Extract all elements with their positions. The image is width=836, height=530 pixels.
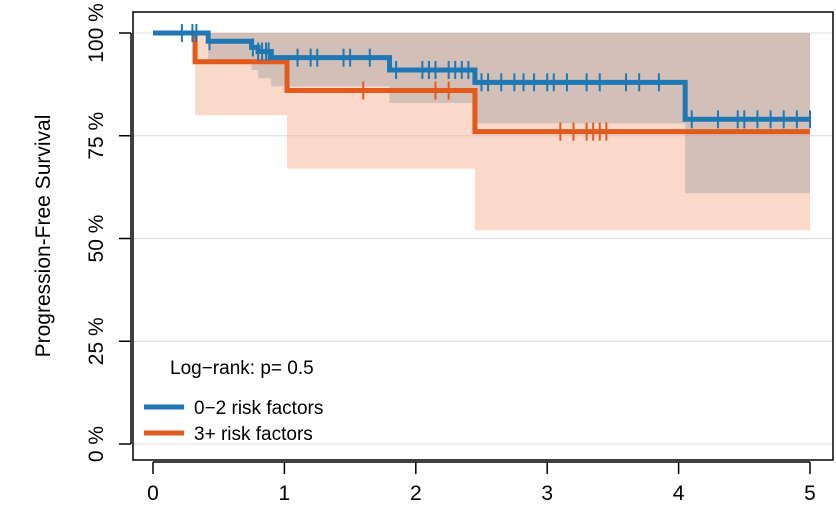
legend-label-series-1: 0−2 risk factors	[194, 398, 323, 419]
legend: 0−2 risk factors 3+ risk factors	[144, 398, 323, 445]
y-tick-label-3: 75 %	[85, 112, 108, 160]
log-rank-annotation: Log−rank: p= 0.5	[170, 358, 314, 379]
survival-line-series-2	[153, 30, 810, 135]
censor-marks	[180, 24, 811, 141]
survival-line-series-1	[153, 30, 810, 122]
x-tick-label-3: 3	[541, 482, 553, 505]
x-tick-label-4: 4	[673, 482, 685, 505]
x-tick-label-1: 1	[279, 482, 291, 505]
y-axis-title: Progression-Free Survival	[32, 115, 55, 358]
legend-label-series-2: 3+ risk factors	[194, 424, 313, 445]
y-tick-label-1: 25 %	[85, 317, 108, 365]
survival-curves	[153, 30, 810, 135]
x-tick-label-2: 2	[410, 482, 422, 505]
grid-lines	[133, 32, 833, 445]
plot-frame	[132, 11, 834, 461]
y-tick-label-2: 50 %	[85, 215, 108, 263]
y-tick-label-0: 0 %	[85, 426, 108, 462]
ci-band-series-1	[153, 33, 810, 194]
axes: 0 1 2 3 4 50 %25 %50 %75 %100 %	[85, 3, 816, 505]
x-tick-label-0: 0	[147, 482, 159, 505]
y-tick-label-4: 100 %	[85, 3, 108, 63]
x-tick-label-5: 5	[804, 482, 816, 505]
